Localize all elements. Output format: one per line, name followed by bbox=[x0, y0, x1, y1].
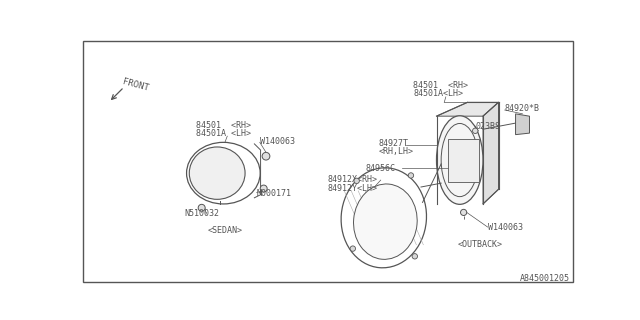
Polygon shape bbox=[516, 114, 529, 135]
Text: 84501  <RH>: 84501 <RH> bbox=[413, 81, 468, 90]
Polygon shape bbox=[483, 102, 499, 204]
Text: 84501  <RH>: 84501 <RH> bbox=[196, 121, 252, 130]
Text: 84927T: 84927T bbox=[378, 139, 408, 148]
Ellipse shape bbox=[353, 184, 417, 259]
Ellipse shape bbox=[262, 152, 270, 160]
Ellipse shape bbox=[408, 173, 413, 178]
Text: <OUTBACK>: <OUTBACK> bbox=[458, 240, 502, 249]
Ellipse shape bbox=[350, 246, 355, 251]
Ellipse shape bbox=[260, 185, 267, 192]
Text: N510032: N510032 bbox=[184, 209, 220, 218]
Text: FRONT: FRONT bbox=[121, 78, 149, 93]
Polygon shape bbox=[436, 102, 499, 116]
Text: 84920*B: 84920*B bbox=[505, 104, 540, 113]
Text: 84501A <LH>: 84501A <LH> bbox=[196, 129, 252, 138]
Ellipse shape bbox=[187, 142, 260, 204]
Text: W140063: W140063 bbox=[488, 223, 523, 232]
Ellipse shape bbox=[198, 204, 205, 211]
Text: M000171: M000171 bbox=[257, 188, 292, 197]
Text: <RH,LH>: <RH,LH> bbox=[378, 147, 413, 156]
Text: 84501A<LH>: 84501A<LH> bbox=[413, 89, 463, 98]
Ellipse shape bbox=[354, 178, 360, 184]
Ellipse shape bbox=[341, 168, 426, 268]
Ellipse shape bbox=[472, 128, 478, 133]
Text: 84912Y<LH>: 84912Y<LH> bbox=[328, 184, 378, 193]
Text: W140063: W140063 bbox=[260, 137, 295, 146]
Text: 84956C: 84956C bbox=[365, 164, 396, 173]
Text: 023BS: 023BS bbox=[476, 122, 500, 131]
Ellipse shape bbox=[412, 254, 417, 259]
Text: <SEDAN>: <SEDAN> bbox=[208, 226, 243, 235]
Ellipse shape bbox=[189, 147, 245, 199]
Text: A845001205: A845001205 bbox=[520, 274, 570, 283]
Ellipse shape bbox=[436, 116, 483, 204]
Text: 84912X<RH>: 84912X<RH> bbox=[328, 175, 378, 184]
Bar bbox=[448, 139, 479, 182]
Ellipse shape bbox=[461, 209, 467, 215]
